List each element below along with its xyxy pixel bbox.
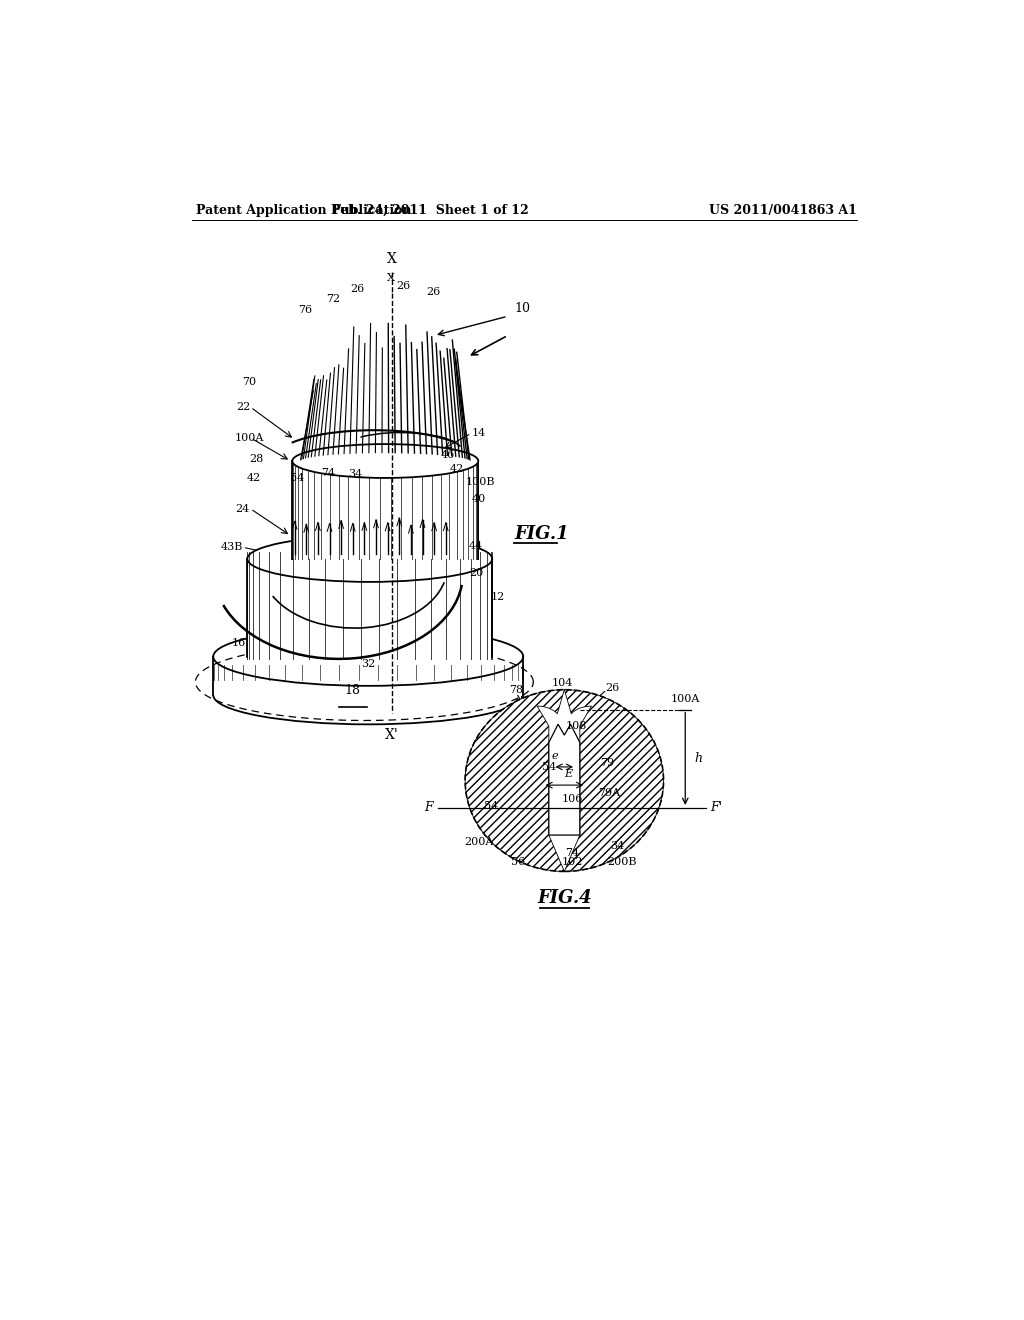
Text: 24: 24 <box>236 504 250 513</box>
Text: 26: 26 <box>605 682 620 693</box>
Text: Patent Application Publication: Patent Application Publication <box>197 205 412 218</box>
Text: 104: 104 <box>552 678 573 689</box>
Text: 100A: 100A <box>234 433 263 444</box>
Text: 100B: 100B <box>466 477 496 487</box>
Text: 54: 54 <box>542 762 556 772</box>
Text: 28: 28 <box>250 454 263 463</box>
Text: FIG.1: FIG.1 <box>514 525 568 543</box>
Text: 200B: 200B <box>607 857 637 867</box>
Text: 34: 34 <box>610 841 625 851</box>
Ellipse shape <box>248 536 493 582</box>
Text: X': X' <box>385 729 398 742</box>
Text: 54: 54 <box>483 801 498 812</box>
Ellipse shape <box>465 689 664 871</box>
Text: Feb. 24, 2011  Sheet 1 of 12: Feb. 24, 2011 Sheet 1 of 12 <box>332 205 528 218</box>
Ellipse shape <box>213 627 523 686</box>
Text: h: h <box>694 752 702 766</box>
Text: 22: 22 <box>237 403 251 412</box>
Text: 79: 79 <box>600 758 614 768</box>
Text: X: X <box>387 252 396 267</box>
Polygon shape <box>292 461 478 558</box>
Text: 56: 56 <box>511 857 525 867</box>
Text: 20: 20 <box>469 568 483 578</box>
Text: 42: 42 <box>450 463 464 474</box>
Polygon shape <box>213 656 523 696</box>
Text: 72: 72 <box>327 293 340 304</box>
Text: F': F' <box>710 801 722 814</box>
Text: 10: 10 <box>514 302 530 315</box>
Text: 76: 76 <box>298 305 312 315</box>
Text: 12: 12 <box>490 593 505 602</box>
Ellipse shape <box>292 444 478 478</box>
Text: 74: 74 <box>321 467 335 478</box>
Text: 42: 42 <box>247 473 261 483</box>
Text: 26: 26 <box>426 286 440 297</box>
Text: F: F <box>424 801 432 814</box>
Text: 79A: 79A <box>598 788 621 797</box>
Text: 74: 74 <box>565 849 580 858</box>
Text: 100A: 100A <box>671 694 700 704</box>
Text: 54: 54 <box>290 473 304 483</box>
Text: US 2011/0041863 A1: US 2011/0041863 A1 <box>709 205 856 218</box>
Text: 14: 14 <box>471 428 485 438</box>
Text: e: e <box>552 751 558 760</box>
Text: 78: 78 <box>509 685 523 694</box>
Text: 106: 106 <box>561 793 583 804</box>
Text: 18: 18 <box>345 684 360 697</box>
Text: 200A: 200A <box>465 837 494 847</box>
Text: 44: 44 <box>469 541 483 550</box>
Text: 40: 40 <box>471 494 485 504</box>
Text: 32: 32 <box>361 659 376 669</box>
Text: FIG.4: FIG.4 <box>537 890 592 907</box>
Text: 16: 16 <box>231 639 246 648</box>
Text: 102: 102 <box>561 857 583 867</box>
Text: 70: 70 <box>242 376 256 387</box>
Polygon shape <box>248 558 493 657</box>
Polygon shape <box>549 725 580 836</box>
Text: 34: 34 <box>348 469 362 479</box>
Text: 108: 108 <box>566 721 588 731</box>
Text: 26: 26 <box>350 284 365 293</box>
Text: 46: 46 <box>441 450 456 459</box>
Text: 43B: 43B <box>220 543 243 552</box>
Text: E: E <box>564 770 572 779</box>
Text: X: X <box>387 273 394 282</box>
Text: 26: 26 <box>396 281 411 292</box>
